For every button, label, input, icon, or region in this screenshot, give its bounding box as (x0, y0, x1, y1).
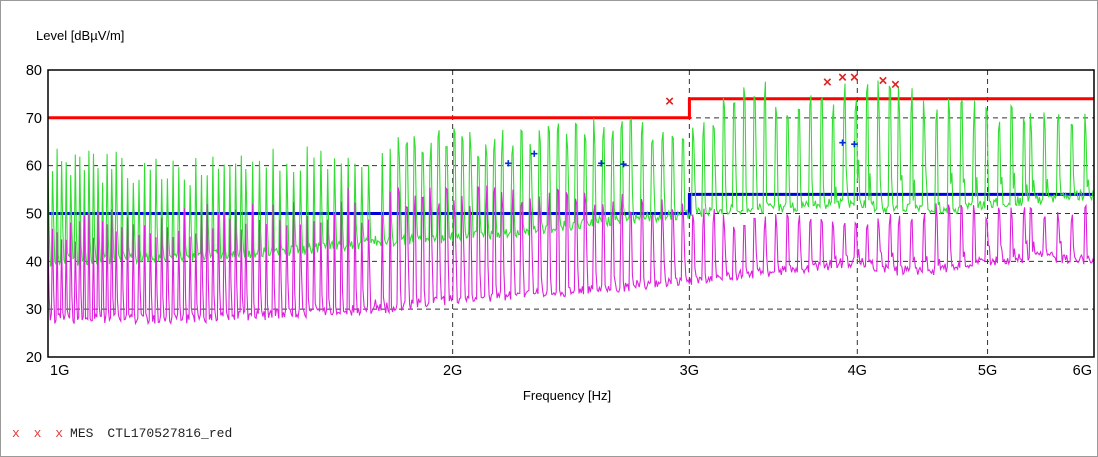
marker-layer (505, 73, 900, 168)
x-tick-label: 3G (680, 363, 699, 379)
x-marker (823, 78, 832, 86)
y-axis-label: Level [dBµV/m] (36, 28, 124, 43)
spectrum-trace (47, 185, 1095, 326)
series-layer (47, 80, 1095, 326)
spectrum-trace (47, 80, 1095, 268)
x-marker (665, 97, 674, 105)
plus-marker (839, 139, 846, 146)
legend-name: CTL170527816_red (107, 426, 233, 441)
y-tick-label: 80 (26, 63, 42, 79)
tick-layer: 20 30 40 50 60 70 80 1G 2G 3G 4G 5G 6G (26, 63, 1092, 379)
plus-marker (598, 160, 605, 167)
x-marker (850, 73, 859, 81)
y-tick-label: 40 (26, 254, 42, 270)
x-tick-label: 2G (443, 363, 462, 379)
x-tick-label: 5G (978, 363, 997, 379)
x-axis-label: Frequency [Hz] (523, 388, 611, 403)
legend-x-markers: x x x (12, 426, 67, 441)
x-marker (879, 76, 887, 85)
y-tick-label: 20 (26, 350, 42, 366)
x-tick-label: 1G (50, 363, 69, 379)
plus-marker (620, 161, 627, 168)
plus-marker (531, 150, 538, 157)
limit-line (48, 192, 1094, 215)
legend-label: MES (70, 426, 94, 441)
plot-border (47, 69, 1095, 358)
x-marker (838, 73, 847, 81)
emission-chart: Level [dBµV/m] Frequency [Hz] 20 30 40 50 60… (26, 28, 1095, 403)
y-tick-label: 60 (26, 159, 42, 175)
legend: x x x MES CTL170527816_red (12, 426, 232, 448)
y-tick-label: 50 (26, 207, 42, 223)
x-tick-label: 6G (1073, 363, 1092, 379)
x-marker (891, 80, 900, 89)
y-tick-label: 30 (26, 302, 42, 318)
x-tick-label: 4G (848, 363, 867, 379)
y-tick-label: 70 (26, 111, 42, 127)
plus-marker (505, 160, 512, 167)
plus-marker (851, 140, 858, 148)
limit-line (48, 97, 1094, 120)
